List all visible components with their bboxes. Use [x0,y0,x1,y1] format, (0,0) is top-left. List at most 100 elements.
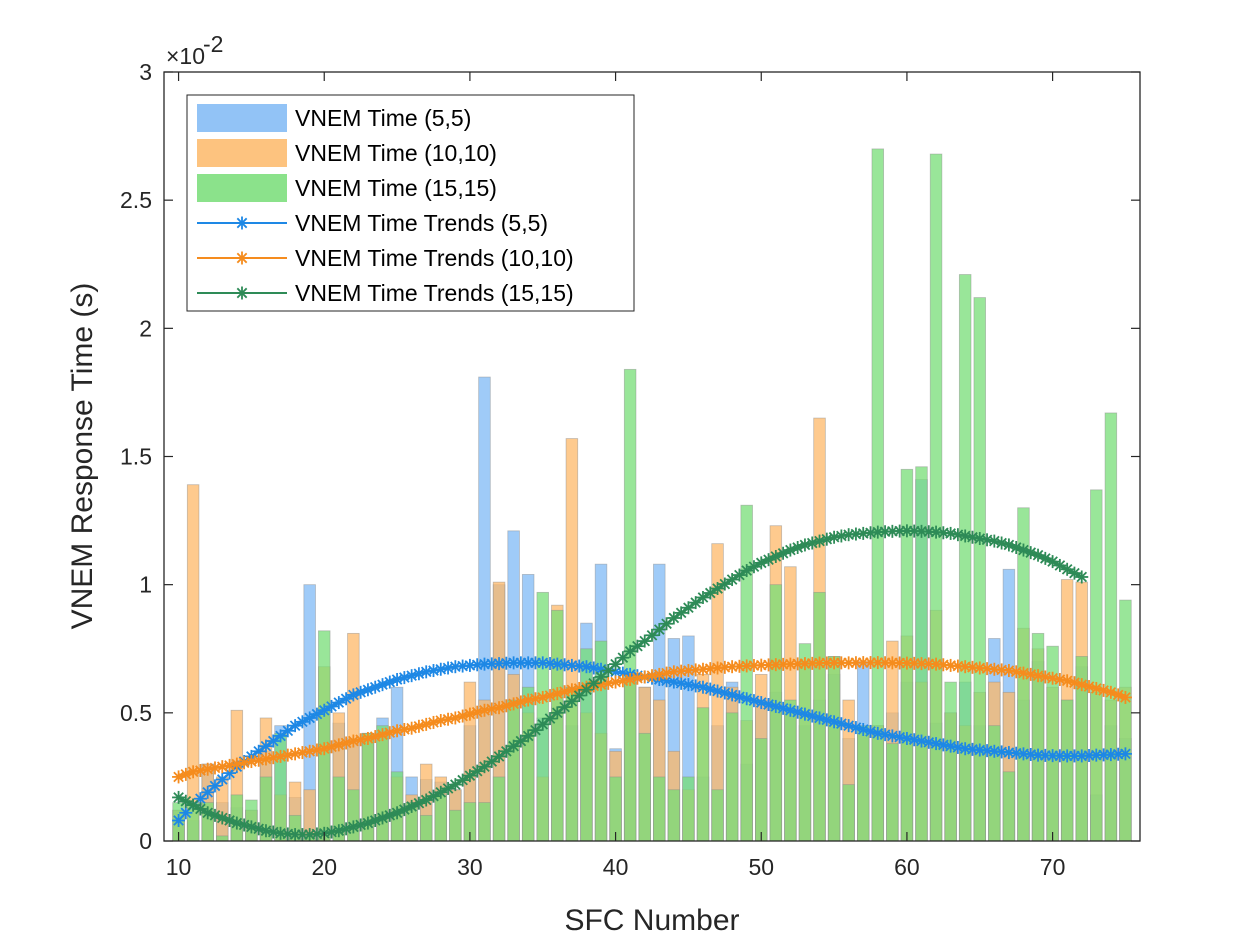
bar-3-48 [725,712,739,842]
y-tick-label: 0.5 [120,700,152,726]
bar-3-43 [653,776,666,842]
trend-marker-3 [929,525,943,539]
legend-label: VNEM Time Trends (5,5) [295,210,548,236]
bar-3-63 [944,681,957,842]
legend-marker [235,286,249,300]
trend-marker-3 [652,623,666,637]
trend-marker-3 [492,749,506,763]
trend-marker-1 [1118,747,1132,761]
trend-marker-3 [521,729,535,743]
y-tick-label: 3 [139,59,152,85]
trend-series-2 [172,656,1132,784]
trend-marker-1 [266,734,280,748]
bar-3-59 [886,743,899,842]
legend-marker [235,251,249,265]
bar-3-20 [318,630,331,842]
trend-marker-3 [732,568,746,582]
bar-3-69 [1031,632,1045,842]
trend-marker-1 [259,739,273,753]
trend-marker-3 [638,634,652,648]
trend-marker-3 [965,530,979,544]
bar-3-46 [696,707,710,842]
trend-marker-3 [623,644,637,658]
trend-marker-3 [660,617,674,631]
bar-3-71 [1060,699,1074,842]
bar-3-75 [1119,599,1132,842]
trend-marker-3 [528,723,542,737]
bar-3-28 [434,794,448,842]
legend-swatch [197,174,287,202]
legend-label: VNEM Time (15,15) [295,175,497,201]
trend-series-1 [172,656,1132,827]
trend-marker-1 [550,657,564,671]
bar-3-66 [988,725,1001,842]
bar-3-38 [580,648,593,842]
trend-marker-2 [696,662,710,676]
bar-3-47 [711,789,724,842]
bar-3-34 [521,686,535,842]
legend-entry-vnem-time-15-15: VNEM Time (15,15) [197,174,497,202]
bar-3-49 [740,504,753,842]
trend-marker-1 [426,664,440,678]
legend-label: VNEM Time (10,10) [295,140,497,166]
trend-marker-3 [667,611,681,625]
trend-marker-3 [339,822,353,836]
trend-marker-3 [1075,570,1089,584]
bar-3-36 [551,609,564,842]
trend-marker-3 [448,778,462,792]
bar-3-41 [623,368,637,842]
trend-marker-3 [543,712,557,726]
y-axis-label: VNEM Response Time (s) [66,283,99,630]
bar-3-65 [973,297,986,842]
trend-marker-3 [514,734,528,748]
legend-entry-vnem-time-5-5: VNEM Time (5,5) [197,104,471,132]
bar-3-74 [1104,412,1118,842]
trend-marker-3 [718,577,732,591]
y-tick-label: 2.5 [120,187,152,213]
legend-swatch [197,139,287,167]
bar-3-32 [492,776,506,842]
trend-marker-3 [558,700,572,714]
x-axis-label: SFC Number [564,904,739,937]
trend-marker-3 [711,582,725,596]
bar-3-67 [1002,771,1016,842]
trend-marker-1 [274,729,288,743]
bar-3-73 [1090,489,1103,842]
bar-3-13 [216,835,229,842]
trend-marker-3 [1053,558,1067,572]
trend-marker-3 [485,755,499,769]
legend-entry-vnem-time-10-10: VNEM Time (10,10) [197,139,497,167]
trend-marker-3 [572,689,586,703]
legend-entry-vnem-time-trends-15-15: VNEM Time Trends (15,15) [197,280,574,306]
trend-marker-3 [689,596,703,610]
bar-3-55 [827,656,841,842]
trend-marker-2 [1024,667,1038,681]
trend-marker-2 [521,693,535,707]
bar-3-52 [784,699,797,842]
trend-marker-1 [441,661,455,675]
trend-marker-3 [499,744,513,758]
bar-3-40 [609,776,622,842]
y-exponent-base: ×10 [166,43,205,69]
axes-layer: 10 20 30 40 50 60 70 0 0.5 1 1.5 2 2.5 3 [120,59,1140,880]
bar-3-33 [507,699,520,842]
legend-entry-vnem-time-trends-5-5: VNEM Time Trends (5,5) [197,210,548,236]
legend-marker [235,216,249,230]
trend-marker-3 [645,628,659,642]
x-tick-label: 30 [457,854,483,880]
trend-marker-3 [507,739,521,753]
legend-label: VNEM Time (5,5) [295,105,471,131]
bar-3-31 [478,802,491,842]
legend-label: VNEM Time Trends (10,10) [295,245,574,271]
legend: VNEM Time (5,5) VNEM Time (10,10) VNEM Tim… [186,94,635,312]
legend-swatch [197,104,287,132]
trend-marker-1 [281,724,295,738]
bar-3-45 [682,776,695,842]
bar-3-42 [638,732,651,842]
trend-marker-3 [550,706,564,720]
bar-3-57 [856,725,870,842]
trend-series-3 [172,524,1089,842]
x-tick-label: 70 [1040,854,1066,880]
trend-marker-1 [172,813,186,827]
